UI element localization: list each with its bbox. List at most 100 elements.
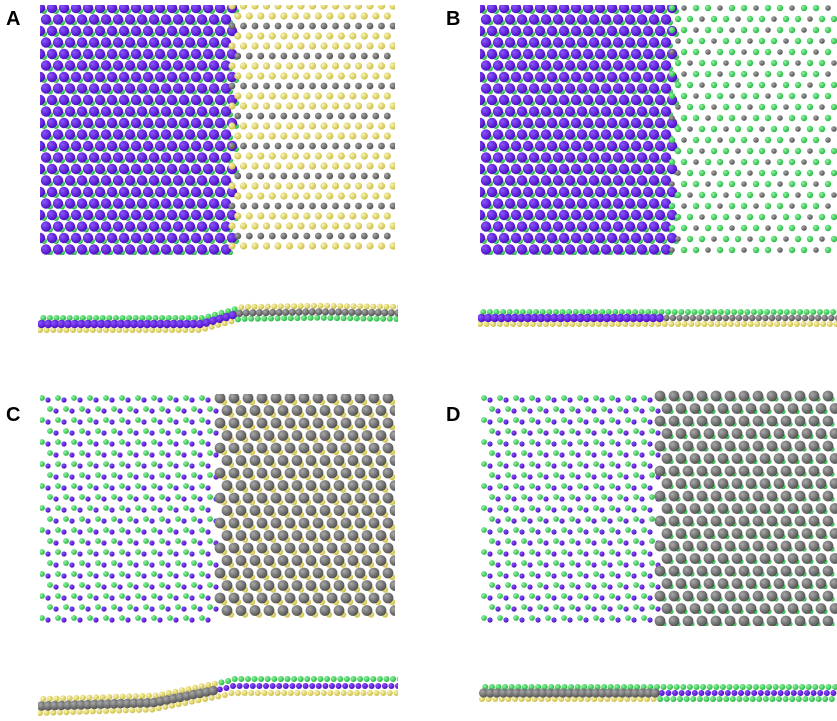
atom bbox=[758, 15, 766, 23]
atom bbox=[746, 684, 753, 690]
atom bbox=[326, 152, 334, 160]
atom bbox=[249, 555, 261, 566]
atom bbox=[572, 309, 579, 315]
atom bbox=[486, 5, 498, 14]
atom bbox=[141, 595, 147, 601]
atom bbox=[53, 695, 60, 702]
atom bbox=[100, 198, 112, 209]
atom bbox=[660, 175, 672, 186]
atom bbox=[747, 104, 753, 110]
atom bbox=[40, 439, 45, 445]
atom bbox=[534, 94, 546, 106]
atom bbox=[497, 593, 503, 599]
atom bbox=[40, 221, 52, 232]
atom bbox=[331, 222, 340, 230]
atom bbox=[833, 321, 837, 327]
atom bbox=[40, 186, 46, 198]
atom bbox=[375, 405, 387, 416]
atom bbox=[40, 175, 52, 186]
atom bbox=[764, 114, 772, 122]
atom bbox=[276, 683, 283, 689]
atom bbox=[583, 313, 592, 323]
atom bbox=[274, 222, 282, 230]
atom bbox=[675, 403, 687, 414]
atom bbox=[773, 603, 785, 614]
atom bbox=[625, 615, 631, 621]
atom bbox=[675, 236, 681, 242]
atom bbox=[119, 395, 125, 401]
atom bbox=[487, 551, 493, 557]
atom bbox=[135, 439, 141, 445]
atom bbox=[148, 83, 160, 94]
atom bbox=[770, 103, 778, 111]
atom bbox=[510, 313, 519, 323]
atom bbox=[133, 584, 139, 590]
atom bbox=[655, 430, 661, 436]
atom bbox=[687, 60, 693, 66]
atom bbox=[221, 605, 233, 616]
atom bbox=[205, 419, 211, 425]
atom bbox=[55, 593, 61, 599]
atom bbox=[377, 122, 386, 130]
atom bbox=[503, 419, 509, 425]
atom bbox=[782, 191, 790, 199]
atom bbox=[389, 455, 395, 466]
atom bbox=[162, 319, 172, 329]
atom bbox=[159, 494, 165, 500]
atom bbox=[389, 430, 395, 441]
atom bbox=[314, 72, 322, 80]
atom bbox=[660, 106, 672, 117]
atom bbox=[668, 440, 680, 452]
atom bbox=[497, 571, 503, 577]
atom bbox=[376, 676, 383, 682]
atom bbox=[320, 5, 328, 10]
atom bbox=[46, 140, 58, 152]
atom bbox=[624, 198, 636, 209]
atom bbox=[770, 309, 777, 315]
atom bbox=[383, 212, 391, 220]
atom bbox=[480, 14, 492, 25]
atom bbox=[577, 571, 583, 577]
atom bbox=[642, 5, 654, 14]
atom bbox=[64, 152, 76, 163]
atom bbox=[607, 496, 613, 502]
atom bbox=[155, 705, 162, 712]
atom bbox=[788, 314, 795, 322]
atom bbox=[202, 117, 214, 129]
atom bbox=[361, 308, 369, 317]
atom bbox=[334, 690, 340, 696]
atom bbox=[214, 567, 226, 579]
atom bbox=[521, 472, 527, 478]
atom bbox=[286, 82, 293, 90]
atom bbox=[130, 48, 142, 60]
atom bbox=[682, 565, 694, 577]
atom bbox=[700, 684, 707, 690]
atom bbox=[752, 684, 759, 690]
atom bbox=[169, 319, 178, 329]
atom bbox=[165, 430, 171, 436]
atom bbox=[277, 605, 289, 616]
atom bbox=[228, 318, 235, 325]
atom bbox=[337, 12, 345, 20]
atom bbox=[100, 37, 112, 48]
atom bbox=[537, 516, 543, 522]
atom bbox=[818, 191, 826, 199]
atom bbox=[487, 573, 493, 579]
atom bbox=[270, 592, 282, 604]
atom bbox=[326, 492, 338, 504]
atom bbox=[505, 560, 511, 566]
atom bbox=[172, 221, 184, 232]
atom bbox=[813, 115, 819, 121]
atom bbox=[654, 590, 666, 602]
atom bbox=[717, 71, 723, 77]
atom bbox=[40, 615, 45, 621]
atom bbox=[534, 5, 546, 14]
atom bbox=[61, 551, 67, 557]
atom bbox=[167, 439, 173, 445]
atom bbox=[307, 690, 314, 696]
atom bbox=[738, 465, 750, 477]
atom bbox=[522, 232, 534, 244]
atom bbox=[704, 92, 712, 100]
atom bbox=[375, 683, 382, 689]
atom bbox=[724, 415, 736, 427]
